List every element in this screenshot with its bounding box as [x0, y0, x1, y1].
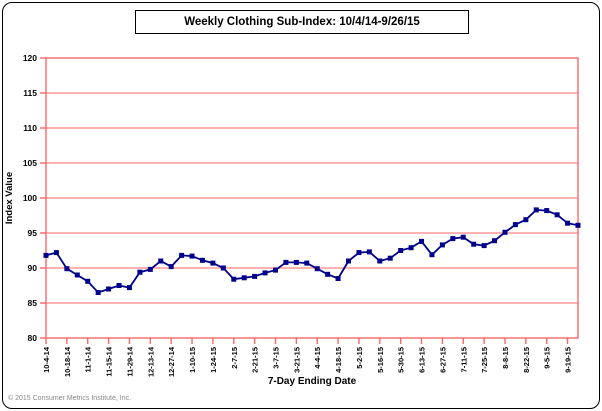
svg-text:105: 105 — [23, 158, 37, 168]
svg-text:90: 90 — [28, 263, 38, 273]
svg-text:3-21-15: 3-21-15 — [292, 347, 301, 373]
svg-text:2-21-15: 2-21-15 — [251, 347, 260, 373]
data-point-marker — [137, 269, 143, 275]
data-point-marker — [272, 267, 278, 273]
data-point-marker — [189, 253, 195, 259]
svg-text:100: 100 — [23, 193, 37, 203]
chart-title: Weekly Clothing Sub-Index: 10/4/14-9/26/… — [135, 10, 469, 34]
data-point-marker — [439, 242, 445, 248]
data-point-marker — [502, 229, 508, 235]
data-point-marker — [147, 266, 153, 272]
svg-text:10-18-14: 10-18-14 — [63, 346, 72, 377]
data-point-marker — [325, 271, 331, 277]
data-point-marker — [398, 248, 404, 253]
data-point-marker — [481, 243, 487, 249]
data-point-marker — [356, 250, 362, 256]
svg-text:11-29-14: 11-29-14 — [125, 346, 134, 376]
copyright-text: © 2015 Consumer Metrics Institute, Inc. — [8, 395, 132, 402]
x-ticks — [45, 338, 569, 344]
data-point-marker — [210, 260, 216, 266]
data-point-marker — [419, 238, 425, 244]
data-point-marker — [565, 220, 571, 226]
data-point-marker — [314, 266, 320, 272]
svg-text:1-24-15: 1-24-15 — [209, 347, 218, 373]
data-point-marker — [554, 212, 560, 218]
svg-text:110: 110 — [23, 123, 37, 133]
svg-text:8-22-15: 8-22-15 — [522, 347, 531, 373]
svg-text:85: 85 — [28, 298, 38, 308]
data-point-marker — [199, 257, 205, 263]
series-clothing-subindex — [43, 207, 581, 295]
svg-text:12-13-14: 12-13-14 — [146, 346, 155, 377]
data-point-marker — [293, 259, 299, 265]
data-point-marker — [252, 273, 258, 279]
svg-text:1-10-15: 1-10-15 — [188, 347, 197, 373]
svg-text:9-5-15: 9-5-15 — [543, 347, 552, 369]
y-tick-labels: 80 85 90 95 100 105 110 115 120 — [23, 53, 37, 343]
data-point-marker — [43, 252, 49, 258]
svg-text:4-18-15: 4-18-15 — [334, 347, 343, 373]
svg-text:4-4-15: 4-4-15 — [313, 347, 322, 369]
data-point-marker — [471, 241, 477, 247]
x-tick-labels: 10-4-14 10-18-14 11-1-14 11-15-14 11-29-14 12… — [42, 346, 573, 377]
data-point-marker — [523, 217, 529, 223]
data-point-marker — [408, 245, 414, 251]
axis-lines — [45, 57, 579, 339]
svg-text:9-19-15: 9-19-15 — [564, 347, 573, 373]
svg-text:95: 95 — [28, 228, 38, 238]
svg-text:115: 115 — [23, 88, 37, 98]
data-point-marker — [262, 270, 268, 276]
data-point-marker — [283, 259, 289, 265]
data-point-marker — [377, 258, 383, 264]
svg-text:5-16-15: 5-16-15 — [376, 347, 385, 373]
data-point-marker — [387, 255, 393, 261]
data-point-marker — [304, 260, 310, 266]
svg-text:120: 120 — [23, 53, 37, 63]
data-point-marker — [575, 222, 581, 228]
data-point-marker — [460, 234, 466, 240]
svg-text:8-8-15: 8-8-15 — [501, 347, 510, 369]
data-point-marker — [179, 252, 185, 258]
data-point-marker — [168, 264, 174, 270]
svg-text:6-13-15: 6-13-15 — [418, 347, 427, 373]
svg-text:2-7-15: 2-7-15 — [230, 347, 239, 369]
svg-text:10-4-14: 10-4-14 — [42, 346, 51, 373]
data-point-marker — [158, 258, 164, 264]
data-point-marker — [85, 278, 91, 284]
data-point-marker — [544, 208, 550, 214]
data-point-marker — [429, 252, 435, 258]
data-point-marker — [95, 290, 101, 295]
data-point-marker — [335, 276, 341, 281]
svg-text:12-27-14: 12-27-14 — [167, 346, 176, 377]
data-point-marker — [53, 250, 59, 256]
svg-text:3-7-15: 3-7-15 — [271, 347, 280, 369]
data-point-marker — [116, 283, 122, 288]
data-point-marker — [533, 207, 539, 213]
svg-text:6-27-15: 6-27-15 — [438, 347, 447, 373]
data-point-marker — [241, 275, 247, 281]
data-point-marker — [346, 258, 352, 264]
data-point-marker — [106, 286, 112, 292]
y-gridlines — [40, 57, 578, 339]
data-point-marker — [512, 222, 518, 228]
x-axis-title: 7-Day Ending Date — [267, 376, 357, 387]
data-point-marker — [64, 266, 70, 272]
data-point-marker — [492, 238, 498, 244]
data-point-marker — [126, 285, 132, 291]
svg-text:11-1-14: 11-1-14 — [84, 346, 93, 372]
svg-text:5-2-15: 5-2-15 — [355, 347, 364, 369]
svg-text:80: 80 — [28, 333, 38, 343]
svg-text:7-11-15: 7-11-15 — [459, 347, 468, 372]
svg-text:7-25-15: 7-25-15 — [480, 347, 489, 373]
svg-text:11-15-14: 11-15-14 — [105, 346, 114, 376]
data-point-marker — [74, 272, 80, 278]
data-point-marker — [231, 276, 237, 282]
svg-text:5-30-15: 5-30-15 — [397, 347, 406, 373]
data-point-marker — [450, 236, 456, 242]
data-point-marker — [220, 265, 226, 271]
data-point-marker — [366, 249, 372, 255]
